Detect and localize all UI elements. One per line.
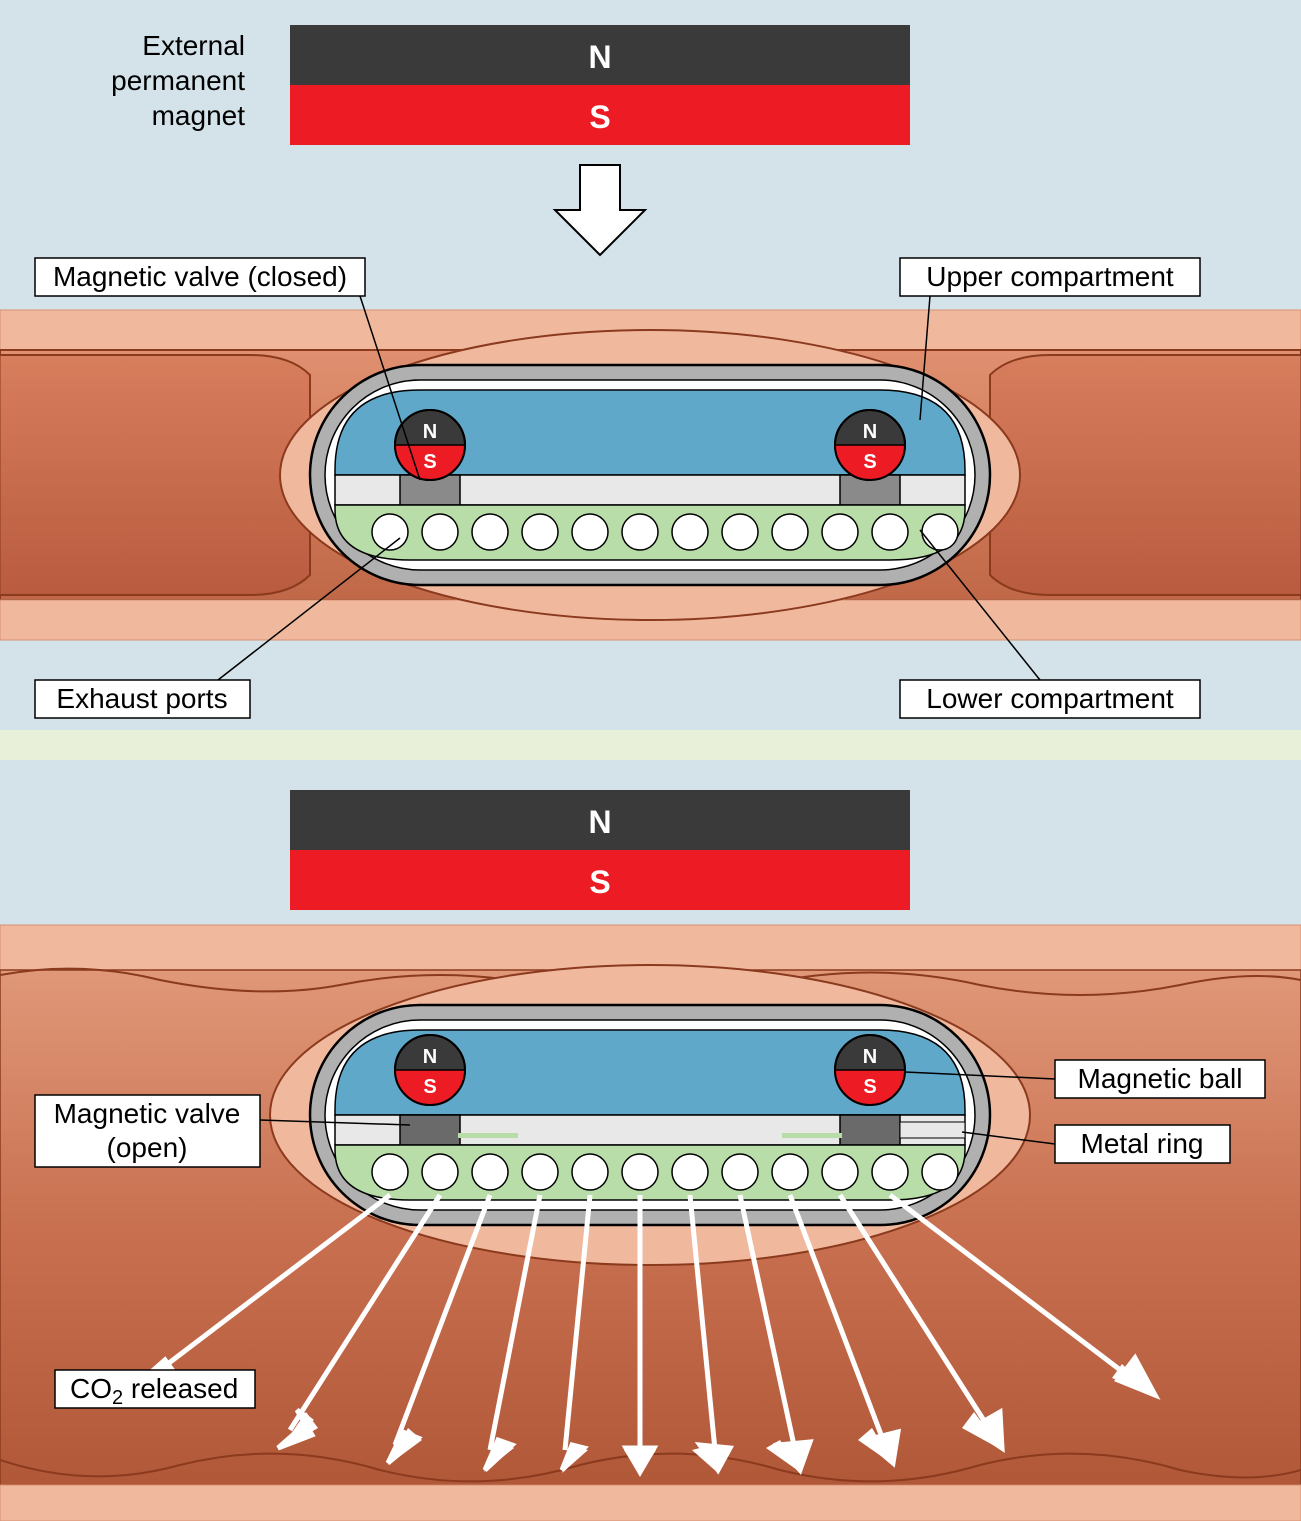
valve-open-label-l1: Magnetic valve — [54, 1098, 241, 1129]
lower-compartment-label: Lower compartment — [926, 683, 1174, 714]
external-magnet-label-line3: magnet — [152, 100, 246, 131]
magnet-s-label: S — [589, 99, 610, 135]
magnetic-ball-right-panel2: N S — [835, 1035, 905, 1105]
metal-ring-label: Metal ring — [1081, 1128, 1204, 1159]
upper-compartment-label: Upper compartment — [926, 261, 1174, 292]
valve-open-label-l2: (open) — [107, 1132, 188, 1163]
ball-n: N — [863, 421, 877, 443]
separator — [0, 730, 1301, 760]
ball-n: N — [863, 1046, 877, 1068]
diagram-svg: External permanent magnet N S Magnetic v… — [0, 0, 1301, 1521]
magnetic-capsule-diagram: External permanent magnet N S Magnetic v… — [0, 0, 1301, 1521]
magnet-n-label: N — [588, 39, 611, 75]
ball-n: N — [423, 1046, 437, 1068]
magnet-s-label-2: S — [589, 864, 610, 900]
magnet-n-label-2: N — [588, 804, 611, 840]
external-magnet-label-line1: External — [142, 30, 245, 61]
magnetic-ball-left-panel1: N S — [395, 410, 465, 480]
ball-s: S — [863, 451, 876, 473]
capsule-panel1: N S N S — [310, 365, 990, 585]
ball-s: S — [423, 451, 436, 473]
ball-n: N — [423, 421, 437, 443]
co2-released-label: CO2 released — [70, 1373, 238, 1409]
capsule-panel2: N S N S — [310, 1005, 990, 1225]
external-magnet-label-line2: permanent — [111, 65, 245, 96]
external-magnet-panel2: N S — [290, 790, 910, 910]
ball-s: S — [863, 1076, 876, 1098]
magnetic-ball-left-panel2: N S — [395, 1035, 465, 1105]
magnetic-ball-label: Magnetic ball — [1078, 1063, 1243, 1094]
magnetic-ball-right-panel1: N S — [835, 410, 905, 480]
valve-closed-label: Magnetic valve (closed) — [53, 261, 347, 292]
external-magnet-panel1: N S — [290, 25, 910, 145]
exhaust-ports-label: Exhaust ports — [56, 683, 227, 714]
ball-s: S — [423, 1076, 436, 1098]
